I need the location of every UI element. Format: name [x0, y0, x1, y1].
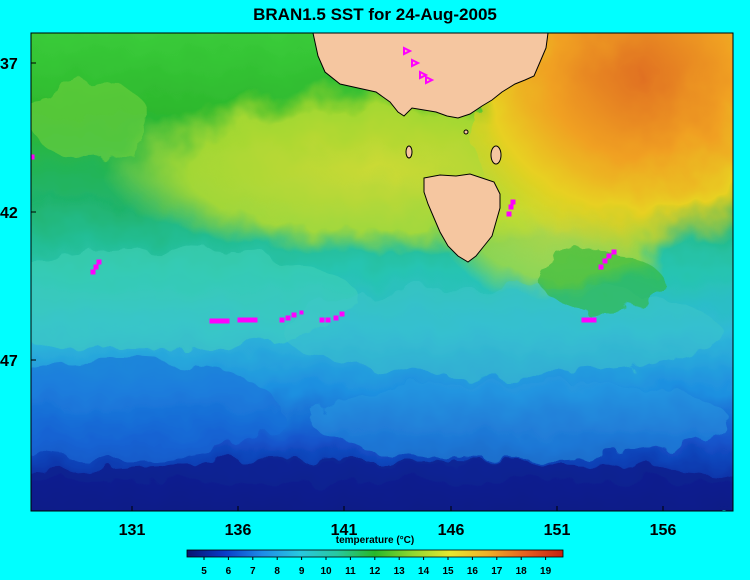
land-tasmania: [423, 173, 501, 263]
x-tick-label: 146: [438, 522, 465, 539]
x-tick-label: 151: [544, 522, 571, 539]
colorbar-title: temperature (°C): [336, 535, 414, 546]
colorbar-tick-label: 8: [274, 566, 280, 577]
colorbar-tick-label: 9: [299, 566, 305, 577]
colorbar-tick-label: 16: [467, 566, 479, 577]
y-tick-label: 42: [0, 205, 18, 222]
observation-tracks: [31, 46, 617, 324]
land-king-island: [405, 145, 413, 159]
y-axis: 37 42 47: [0, 56, 36, 370]
y-tick-label: 37: [0, 56, 18, 73]
colorbar-tick-label: 11: [345, 566, 356, 577]
land-islet: [463, 129, 469, 135]
colorbar-tick-label: 12: [369, 566, 381, 577]
colorbar-tick-label: 17: [491, 566, 503, 577]
colorbar-tick-label: 7: [250, 566, 256, 577]
land-flinders-island: [490, 145, 502, 165]
sst-field: [31, 33, 733, 511]
colorbar: temperature (°C) 5 6 7 8 9 10 11 12 13 14 15 16 17 18…: [186, 535, 564, 577]
x-axis: 131 136 141 146 151 156: [119, 506, 677, 539]
x-tick-label: 156: [650, 522, 677, 539]
land-mainland: [312, 33, 549, 119]
x-tick-label: 141: [331, 522, 358, 539]
colorbar-tick-label: 5: [201, 566, 207, 577]
y-tick-label: 47: [0, 353, 18, 370]
colorbar-tick-label: 10: [320, 566, 332, 577]
colorbar-tick-label: 19: [540, 566, 552, 577]
colorbar-tick-label: 15: [442, 566, 454, 577]
colorbar-scale: [186, 549, 564, 558]
colorbar-tick-label: 14: [418, 566, 430, 577]
map-title: BRAN1.5 SST for 24-Aug-2005: [253, 5, 497, 24]
colorbar-tick-label: 18: [516, 566, 528, 577]
x-tick-label: 131: [119, 522, 146, 539]
x-tick-label: 136: [225, 522, 252, 539]
map-frame: [30, 32, 734, 512]
colorbar-tick-label: 6: [226, 566, 232, 577]
colorbar-tick-label: 13: [394, 566, 406, 577]
colorbar-ticks: 5 6 7 8 9 10 11 12 13 14 15 16 17 18 19: [201, 557, 552, 577]
